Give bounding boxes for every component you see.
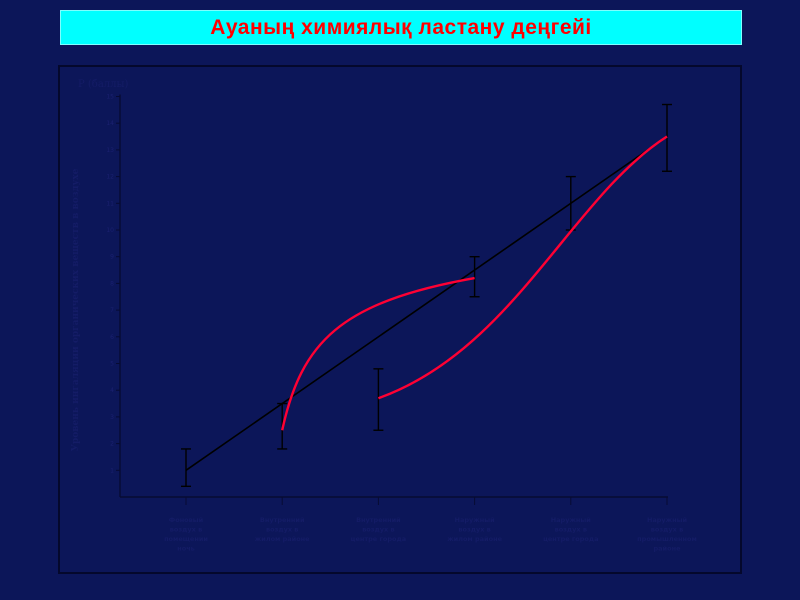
- y-tick-label: 3: [110, 414, 114, 421]
- chart-frame: [58, 65, 742, 574]
- trend-line: [185, 135, 668, 471]
- x-category-label: Наружный воздух в центре города: [543, 516, 598, 543]
- x-category-label: Внутренний воздух в жилом районе: [255, 516, 310, 543]
- y-axis-title: Уровень ингаляции органических веществ в…: [71, 168, 81, 451]
- series-curve-1: [281, 276, 475, 431]
- title-bar: Ауаның химиялық ластану деңгейі: [60, 10, 742, 45]
- y-tick-label: 10: [106, 227, 114, 234]
- y-tick-label: 8: [110, 280, 114, 287]
- unit-label: Р (баллы): [78, 79, 128, 90]
- x-category-label: Фоновый воздух в помещении ночь: [164, 516, 208, 553]
- y-tick-label: 15: [106, 94, 114, 101]
- y-tick-label: 9: [110, 254, 114, 261]
- y-tick-label: 4: [110, 387, 114, 394]
- y-tick-label: 12: [106, 174, 114, 181]
- y-tick-label: 2: [110, 441, 114, 448]
- y-tick-label: 13: [106, 147, 114, 154]
- y-tick-label: 6: [110, 334, 114, 341]
- y-tick-label: 1: [110, 467, 114, 474]
- page-title: Ауаның химиялық ластану деңгейі: [210, 15, 592, 39]
- series-curve-2: [377, 135, 668, 400]
- x-category-label: Наружный воздух в промышленном районе: [637, 516, 697, 553]
- x-category-label: Внутренний воздух в центре города: [351, 516, 406, 543]
- x-category-label: Наружный воздух в жилом районе: [447, 516, 502, 543]
- y-tick-label: 5: [110, 361, 114, 368]
- y-tick-label: 14: [106, 120, 114, 127]
- y-tick-label: 7: [110, 307, 114, 314]
- y-tick-label: 11: [106, 200, 114, 207]
